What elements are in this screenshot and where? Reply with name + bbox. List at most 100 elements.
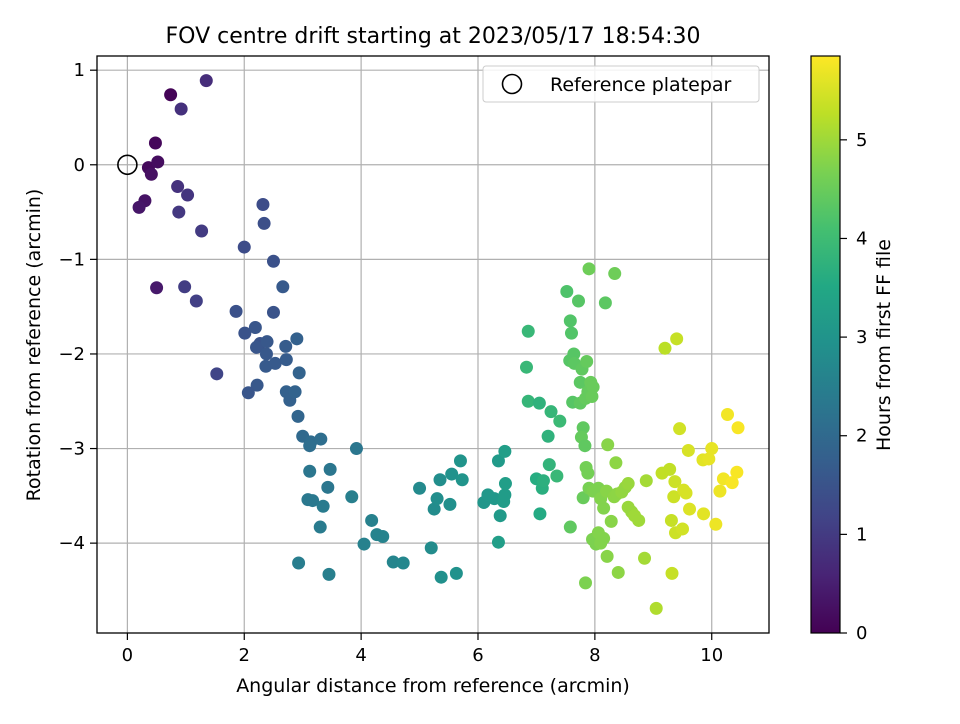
- data-point: [598, 296, 612, 310]
- colorbar-tick-label: 2: [856, 426, 867, 447]
- data-point: [572, 294, 586, 308]
- data-point: [519, 360, 533, 374]
- data-point: [321, 480, 335, 494]
- data-point: [544, 405, 558, 419]
- data-point: [649, 601, 663, 615]
- data-point: [533, 507, 547, 521]
- data-point: [455, 473, 469, 487]
- data-point: [536, 474, 550, 488]
- data-point: [576, 491, 590, 505]
- data-point: [322, 567, 336, 581]
- x-axis-label: Angular distance from reference (arcmin): [236, 675, 630, 697]
- data-point: [259, 347, 273, 361]
- data-point: [357, 537, 371, 551]
- data-point: [279, 339, 293, 353]
- data-point: [151, 155, 165, 169]
- data-point: [664, 513, 678, 527]
- colorbar-tick-label: 4: [856, 228, 867, 249]
- data-point: [306, 494, 320, 508]
- x-tick-label: 8: [589, 645, 600, 666]
- data-point: [430, 492, 444, 506]
- data-point: [276, 280, 290, 294]
- data-point: [541, 429, 555, 443]
- data-point: [345, 490, 359, 504]
- data-point: [257, 216, 271, 230]
- data-point: [679, 486, 693, 500]
- data-point: [725, 476, 739, 490]
- data-point: [164, 88, 178, 102]
- data-point: [697, 507, 711, 521]
- data-point: [550, 469, 564, 483]
- data-point: [250, 340, 264, 354]
- data-point: [564, 326, 578, 340]
- y-tick-label: −3: [58, 439, 85, 460]
- data-point: [532, 396, 546, 410]
- chart-title: FOV centre drift starting at 2023/05/17 …: [166, 24, 701, 49]
- data-point: [433, 473, 447, 487]
- data-point: [580, 355, 594, 369]
- data-point: [681, 443, 695, 457]
- x-axis-ticks: 0 2 4 6 8 10: [122, 633, 723, 666]
- data-point: [181, 188, 195, 202]
- data-point: [148, 136, 162, 150]
- data-point: [609, 456, 623, 470]
- data-point: [248, 320, 262, 334]
- data-point: [365, 513, 379, 527]
- x-tick-label: 0: [122, 645, 133, 666]
- data-point: [189, 294, 203, 308]
- data-point: [597, 531, 611, 545]
- x-tick-label: 4: [355, 645, 366, 666]
- data-point: [291, 409, 305, 423]
- data-point: [376, 530, 390, 544]
- data-point: [132, 200, 146, 214]
- data-point: [586, 380, 600, 394]
- data-point: [498, 444, 512, 458]
- x-tick-label: 2: [239, 645, 250, 666]
- data-point: [171, 180, 185, 194]
- data-point: [174, 102, 188, 116]
- data-point: [585, 390, 599, 404]
- data-point: [313, 520, 327, 534]
- data-point: [250, 378, 264, 392]
- data-point: [314, 432, 328, 446]
- data-point: [491, 454, 505, 468]
- data-point: [573, 375, 587, 389]
- data-point: [210, 367, 224, 381]
- data-point: [582, 262, 596, 276]
- data-point: [676, 522, 690, 536]
- data-point: [434, 570, 448, 584]
- data-point: [172, 205, 186, 219]
- data-point: [256, 198, 270, 212]
- data-point: [608, 267, 622, 281]
- data-point: [445, 467, 459, 481]
- legend-box: [482, 65, 760, 103]
- data-point: [521, 324, 535, 338]
- data-point: [658, 341, 672, 355]
- data-point: [449, 566, 463, 580]
- data-point: [713, 484, 727, 498]
- y-tick-label: −1: [58, 249, 85, 270]
- y-tick-label: −2: [58, 344, 85, 365]
- legend-marker-icon: [501, 73, 523, 95]
- y-axis-ticks: 1 0 −1 −2 −3 −4: [58, 60, 97, 554]
- data-point: [292, 366, 306, 380]
- y-tick-label: −4: [58, 533, 85, 554]
- data-point: [453, 454, 467, 468]
- data-point: [632, 513, 646, 527]
- data-point: [498, 488, 512, 502]
- colorbar: 0 1 2 3 4 5 Hours from first FF file: [810, 55, 895, 644]
- data-point: [578, 439, 592, 453]
- data-point: [542, 458, 556, 472]
- grid-lines: [97, 56, 769, 633]
- data-point: [229, 304, 243, 318]
- data-point: [665, 566, 679, 580]
- x-tick-label: 10: [700, 645, 723, 666]
- data-point: [683, 502, 697, 516]
- colorbar-tick-label: 5: [856, 130, 867, 151]
- data-point: [600, 549, 614, 563]
- data-point: [241, 386, 255, 400]
- data-point: [581, 466, 595, 480]
- data-point: [303, 464, 317, 478]
